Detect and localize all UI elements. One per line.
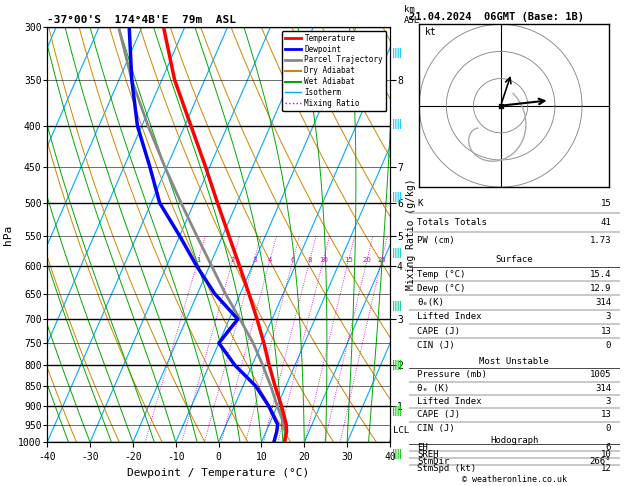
Text: ǁǁ: ǁǁ bbox=[392, 301, 403, 311]
Text: 1: 1 bbox=[196, 257, 201, 263]
Text: -37°00'S  174°4B'E  79m  ASL: -37°00'S 174°4B'E 79m ASL bbox=[47, 15, 236, 25]
Text: EH: EH bbox=[417, 443, 428, 452]
Text: 12: 12 bbox=[601, 465, 611, 473]
Text: ǁǁ: ǁǁ bbox=[392, 49, 403, 58]
Text: K: K bbox=[417, 199, 423, 208]
Text: Most Unstable: Most Unstable bbox=[479, 357, 549, 366]
Text: © weatheronline.co.uk: © weatheronline.co.uk bbox=[462, 474, 567, 484]
Text: Dewp (°C): Dewp (°C) bbox=[417, 284, 465, 293]
Text: 4: 4 bbox=[268, 257, 272, 263]
Text: ǁǁ: ǁǁ bbox=[392, 192, 403, 202]
Text: SREH: SREH bbox=[417, 451, 439, 459]
Text: CIN (J): CIN (J) bbox=[417, 341, 455, 350]
Text: 0: 0 bbox=[606, 424, 611, 433]
Text: 13: 13 bbox=[601, 327, 611, 335]
Text: θₑ(K): θₑ(K) bbox=[417, 298, 444, 307]
Text: 12.9: 12.9 bbox=[589, 284, 611, 293]
Y-axis label: Mixing Ratio (g/kg): Mixing Ratio (g/kg) bbox=[406, 179, 416, 290]
Text: 2: 2 bbox=[231, 257, 235, 263]
Text: ǁǁ: ǁǁ bbox=[392, 406, 403, 416]
Text: 1005: 1005 bbox=[589, 370, 611, 380]
Text: 266°: 266° bbox=[589, 457, 611, 467]
Text: 20: 20 bbox=[362, 257, 372, 263]
Text: 3: 3 bbox=[252, 257, 257, 263]
Text: 15: 15 bbox=[344, 257, 353, 263]
Text: kt: kt bbox=[425, 27, 437, 37]
Text: 10: 10 bbox=[319, 257, 328, 263]
Text: 3: 3 bbox=[606, 312, 611, 321]
Text: 314: 314 bbox=[595, 298, 611, 307]
Text: StmDir: StmDir bbox=[417, 457, 450, 467]
Text: ǁǁ: ǁǁ bbox=[392, 360, 403, 369]
Text: 6: 6 bbox=[606, 443, 611, 452]
Text: 15.4: 15.4 bbox=[589, 270, 611, 278]
Text: StmSpd (kt): StmSpd (kt) bbox=[417, 465, 476, 473]
Text: Temp (°C): Temp (°C) bbox=[417, 270, 465, 278]
Text: 8: 8 bbox=[308, 257, 312, 263]
Text: Lifted Index: Lifted Index bbox=[417, 397, 482, 406]
Text: 0: 0 bbox=[606, 341, 611, 350]
Text: 1.73: 1.73 bbox=[589, 237, 611, 245]
Text: CAPE (J): CAPE (J) bbox=[417, 410, 460, 419]
Legend: Temperature, Dewpoint, Parcel Trajectory, Dry Adiabat, Wet Adiabat, Isotherm, Mi: Temperature, Dewpoint, Parcel Trajectory… bbox=[282, 31, 386, 111]
Text: 13: 13 bbox=[601, 410, 611, 419]
Text: Pressure (mb): Pressure (mb) bbox=[417, 370, 487, 380]
Text: 314: 314 bbox=[595, 383, 611, 393]
Text: PW (cm): PW (cm) bbox=[417, 237, 455, 245]
Text: 6: 6 bbox=[291, 257, 295, 263]
Text: LCL: LCL bbox=[393, 426, 409, 435]
Text: ǁǁ: ǁǁ bbox=[392, 119, 403, 129]
Text: CAPE (J): CAPE (J) bbox=[417, 327, 460, 335]
Text: 3: 3 bbox=[606, 397, 611, 406]
Text: ǁǁ: ǁǁ bbox=[392, 450, 403, 459]
Text: Totals Totals: Totals Totals bbox=[417, 218, 487, 227]
Text: 25: 25 bbox=[377, 257, 386, 263]
X-axis label: Dewpoint / Temperature (°C): Dewpoint / Temperature (°C) bbox=[128, 468, 309, 478]
Text: Surface: Surface bbox=[496, 255, 533, 264]
Text: 21.04.2024  06GMT (Base: 1B): 21.04.2024 06GMT (Base: 1B) bbox=[409, 12, 584, 22]
Text: ǁǁ: ǁǁ bbox=[392, 248, 403, 258]
Text: Lifted Index: Lifted Index bbox=[417, 312, 482, 321]
Y-axis label: hPa: hPa bbox=[3, 225, 13, 244]
Text: 15: 15 bbox=[601, 199, 611, 208]
Text: Hodograph: Hodograph bbox=[490, 436, 538, 445]
Text: 41: 41 bbox=[601, 218, 611, 227]
Text: CIN (J): CIN (J) bbox=[417, 424, 455, 433]
Text: θₑ (K): θₑ (K) bbox=[417, 383, 450, 393]
Text: km
ASL: km ASL bbox=[404, 5, 420, 25]
Text: 10: 10 bbox=[601, 451, 611, 459]
